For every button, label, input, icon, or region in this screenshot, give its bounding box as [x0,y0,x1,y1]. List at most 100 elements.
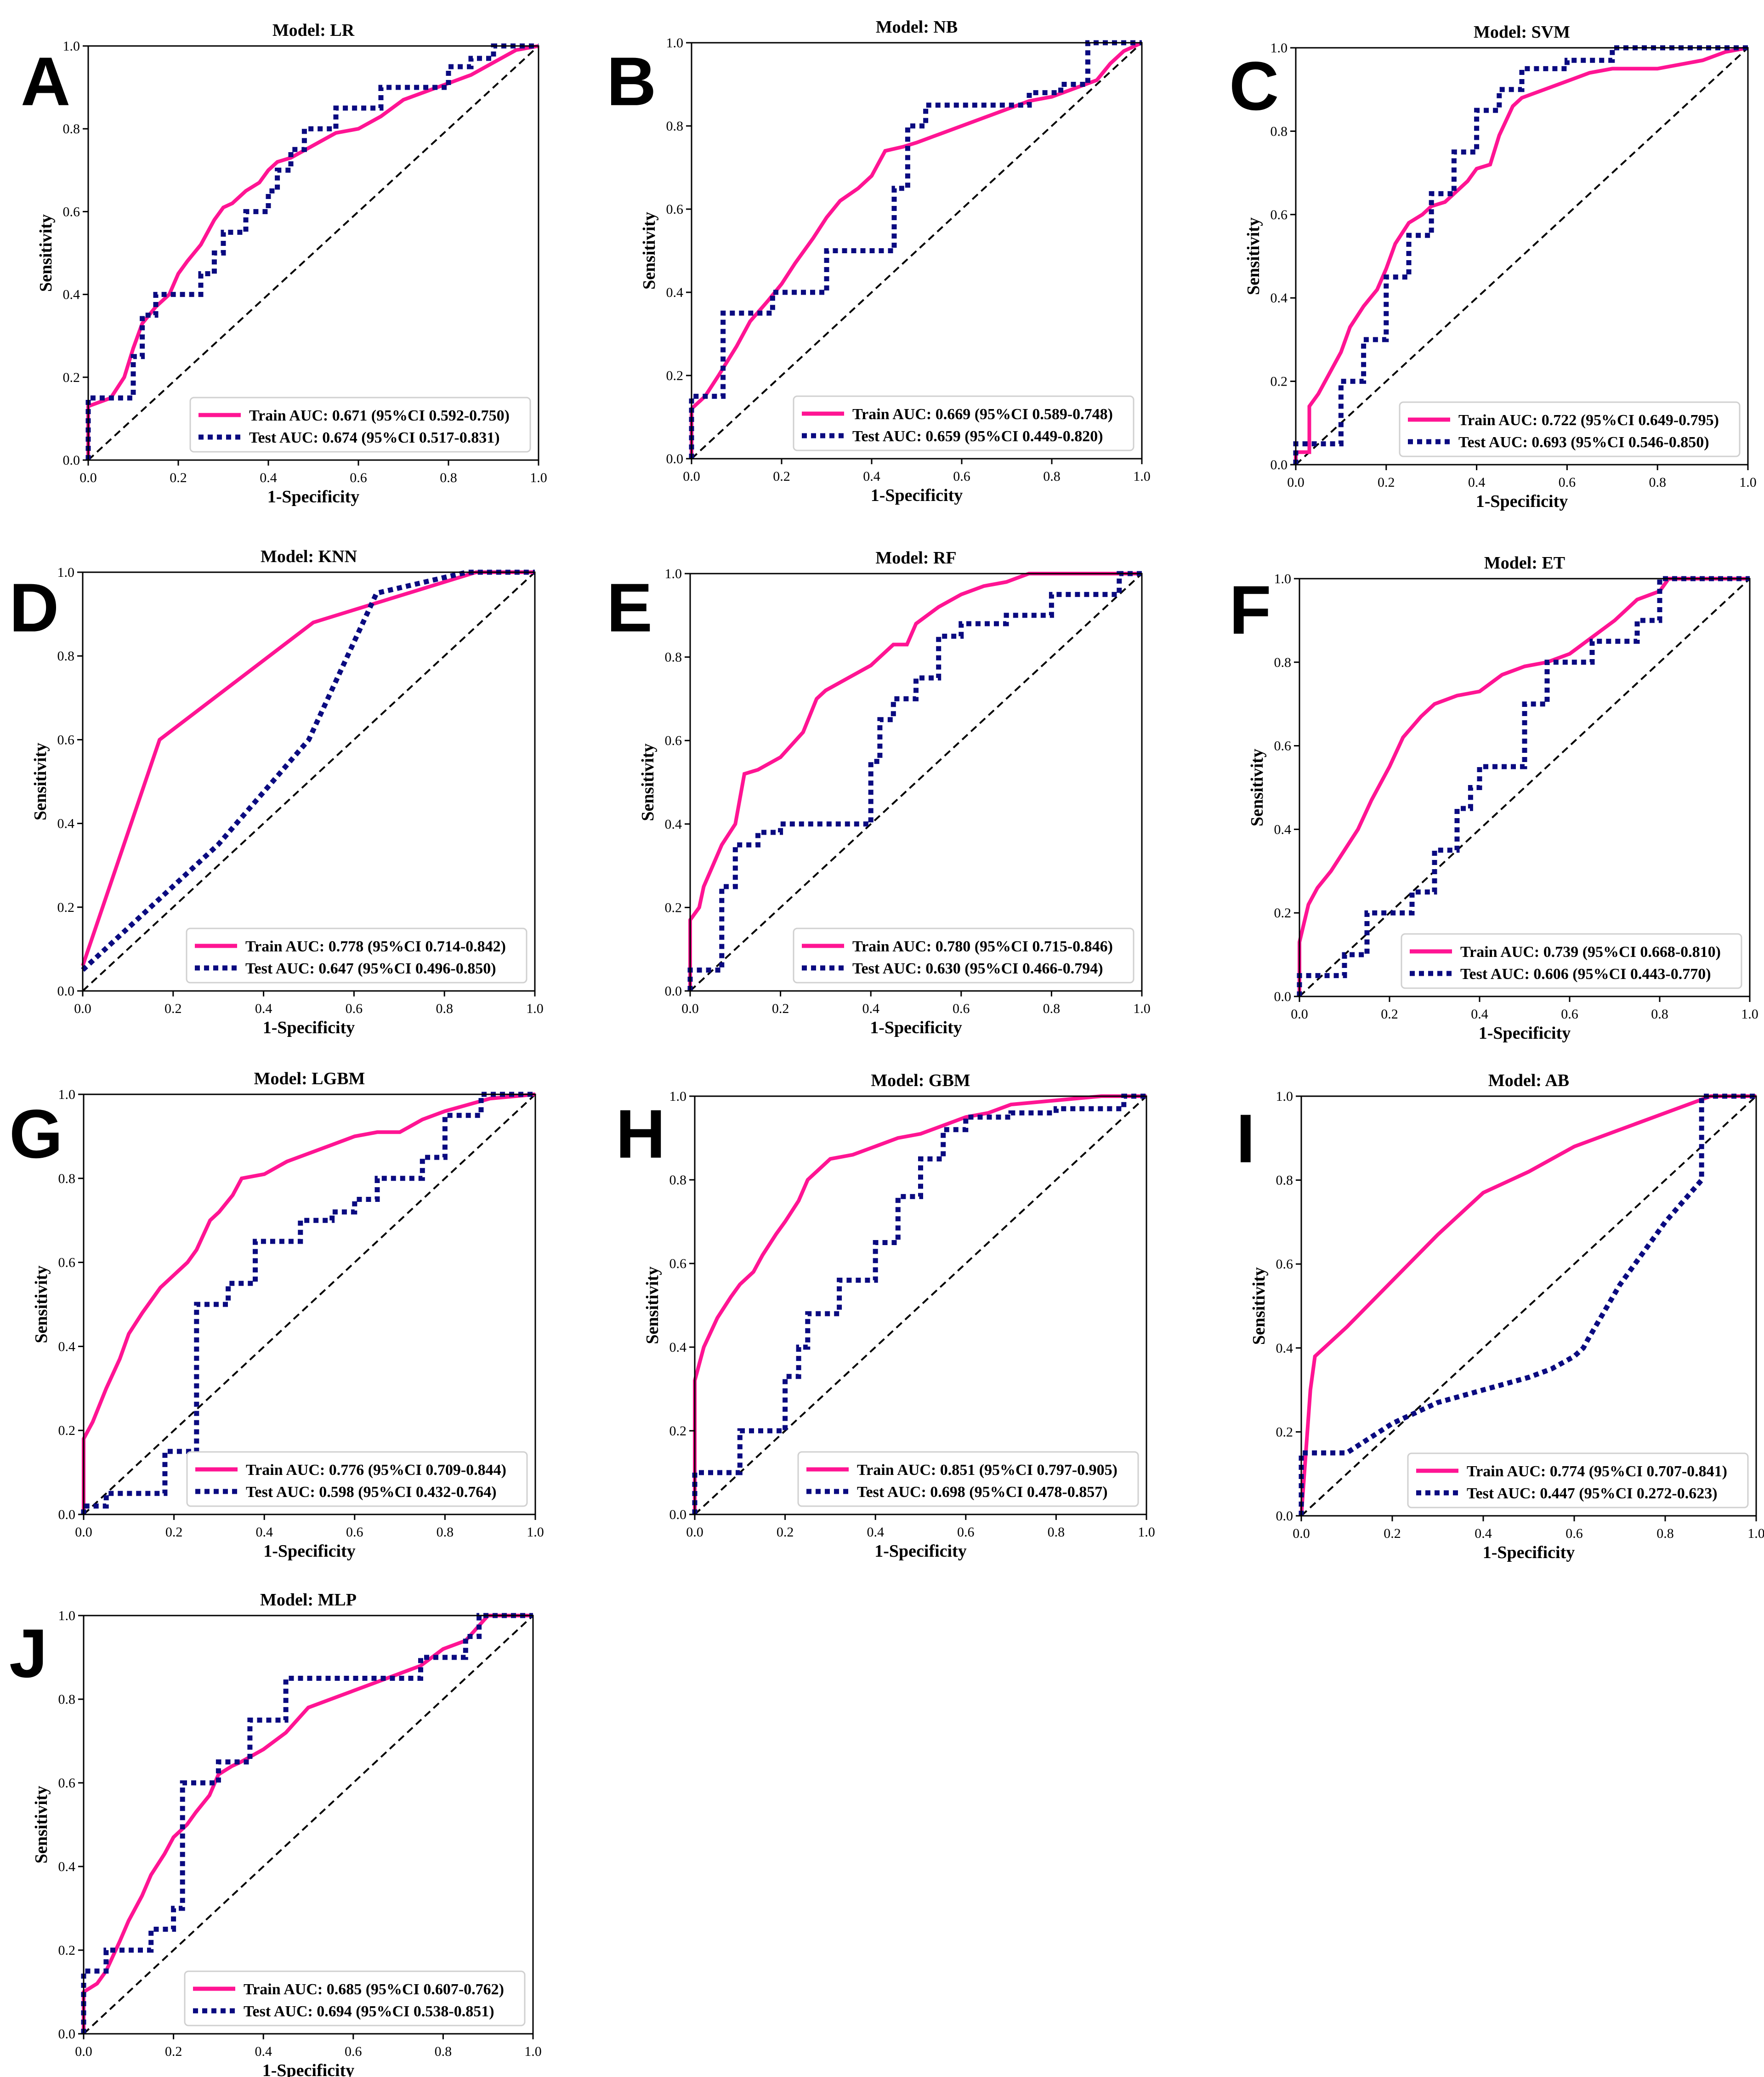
legend: Train AUC: 0.722 (95%CI 0.649-0.795) Test… [1399,401,1741,457]
x-axis-label: 1-Specificity [1476,492,1568,511]
panel-letter: J [9,1615,47,1692]
x-tick-label: 0.6 [346,1525,363,1540]
y-tick-label: 0.8 [1276,1173,1293,1188]
legend-test-label: Test AUC: 0.694 (95%CI 0.538-0.851) [244,2003,494,2020]
y-tick-label: 0.2 [57,900,75,915]
test-roc-curve [1293,45,1748,465]
x-tick-label: 0.4 [260,470,277,485]
panel-letter: I [1236,1100,1255,1177]
x-axis-label: 1-Specificity [1479,1024,1571,1043]
y-tick-label: 0.0 [58,2026,76,2042]
plot-frame [83,1093,536,1515]
legend-test-label: Test AUC: 0.674 (95%CI 0.517-0.831) [249,429,500,446]
x-tick-label: 1.0 [526,1001,544,1016]
x-tick-label: 0.8 [436,1001,453,1016]
panel-letter: C [1229,47,1279,125]
legend-box [793,395,1134,451]
x-tick-label: 0.8 [440,470,457,485]
x-tick-label: 0.2 [773,469,790,484]
y-axis-label: Sensitivity [1248,749,1267,826]
x-tick-label: 0.6 [1561,1007,1578,1022]
x-tick-label: 0.6 [953,469,970,484]
legend: Train AUC: 0.780 (95%CI 0.715-0.846) Test… [793,928,1134,984]
test-roc-curve [1297,576,1750,996]
y-tick-label: 0.4 [58,1859,76,1874]
y-tick-label: 1.0 [57,565,75,580]
legend-test-label: Test AUC: 0.693 (95%CI 0.546-0.850) [1458,434,1709,451]
legend: Train AUC: 0.778 (95%CI 0.714-0.842) Test… [186,928,527,984]
legend-box [1399,401,1741,457]
legend-train-label: Train AUC: 0.778 (95%CI 0.714-0.842) [245,938,506,955]
chance-diagonal-line [83,1093,536,1515]
test-roc-curve [85,43,539,460]
x-tick-label: 1.0 [1747,1526,1764,1541]
panel-letter: E [607,569,652,646]
x-axis-label: 1-Specificity [263,1542,356,1561]
legend-box [184,1970,526,2026]
legend-box [797,1451,1139,1507]
y-tick-label: 1.0 [1271,40,1288,56]
x-tick-label: 0.2 [1378,475,1395,490]
x-tick-label: 0.8 [1043,1001,1061,1016]
panel-letter: H [616,1095,665,1172]
y-tick-label: 0.0 [1276,1508,1293,1524]
plot-frame [82,571,536,992]
roc-panel-j: J Model: MLP 0.0 0.0 0.2 0.2 0.4 0.4 0.6 0.6 0.8 0.… [9,1590,542,2077]
y-axis-label: Sensitivity [643,1267,662,1344]
y-tick-label: 0.8 [57,649,75,664]
x-tick-label: 0.2 [1384,1526,1401,1541]
x-tick-label: 0.6 [957,1525,975,1540]
x-tick-label: 0.8 [437,1525,454,1540]
train-roc-curve [1294,46,1748,465]
y-tick-label: 1.0 [669,1089,687,1104]
legend-train-label: Train AUC: 0.776 (95%CI 0.709-0.844) [246,1462,506,1479]
legend-train-label: Train AUC: 0.669 (95%CI 0.589-0.748) [852,406,1113,423]
y-tick-label: 0.4 [665,817,682,832]
chance-diagonal-line [1300,1095,1757,1517]
chance-diagonal-line [83,1615,534,2035]
x-tick-label: 0.0 [686,1525,703,1540]
legend: Train AUC: 0.776 (95%CI 0.709-0.844) Test… [186,1451,528,1507]
x-tick-label: 0.4 [255,1525,273,1540]
chance-diagonal-line [82,571,536,992]
test-roc-curve [687,571,1142,991]
y-tick-label: 0.4 [669,1340,687,1355]
train-roc-curve [82,1614,533,2034]
y-tick-label: 0.0 [1274,989,1292,1004]
x-tick-label: 0.0 [681,1001,699,1016]
chart-title: Model: LGBM [254,1069,365,1088]
y-tick-label: 0.8 [63,121,80,137]
y-tick-label: 1.0 [1276,1089,1293,1104]
x-tick-label: 0.0 [75,2044,92,2059]
x-tick-label: 0.2 [1381,1007,1398,1022]
x-tick-label: 0.4 [863,469,880,484]
x-tick-label: 0.2 [165,1525,183,1540]
test-roc-curve [81,1613,533,2034]
x-axis-label: 1-Specificity [1483,1543,1575,1562]
y-tick-label: 0.2 [669,1423,687,1439]
roc-panel-c: C Model: SVM 0.0 0.0 0.2 0.2 0.4 0.4 0.6 0.6 0.8 0.… [1229,23,1757,511]
chance-diagonal-line [1299,578,1751,997]
plot-frame [694,1095,1147,1515]
legend-box [189,397,531,453]
train-roc-curve [82,1093,536,1514]
x-tick-label: 0.0 [1293,1526,1310,1541]
legend: Train AUC: 0.685 (95%CI 0.607-0.762) Test… [184,1970,526,2026]
roc-panel-e: E Model: RF 0.0 0.0 0.2 0.2 0.4 0.4 0.6 0.6 0.8 0.8… [607,548,1151,1037]
x-tick-label: 0.0 [683,469,700,484]
x-tick-label: 1.0 [1739,475,1757,490]
y-axis-label: Sensitivity [36,214,56,292]
y-tick-label: 0.2 [63,370,80,385]
roc-panel-f: F Model: ET 0.0 0.0 0.2 0.2 0.4 0.4 0.6 0.6 0.8 0.8… [1229,553,1758,1043]
x-tick-label: 0.2 [170,470,187,485]
x-tick-label: 0.0 [1291,1007,1308,1022]
x-axis-label: 1-Specificity [263,1018,355,1037]
y-tick-label: 0.8 [1274,655,1292,670]
legend-train-label: Train AUC: 0.780 (95%CI 0.715-0.846) [852,938,1113,955]
train-roc-curve [693,1094,1146,1514]
legend-train-label: Train AUC: 0.685 (95%CI 0.607-0.762) [244,1981,504,1998]
x-tick-label: 0.4 [1471,1007,1488,1022]
x-tick-label: 1.0 [530,470,547,485]
x-tick-label: 1.0 [1138,1525,1155,1540]
y-tick-label: 0.2 [58,1943,76,1958]
